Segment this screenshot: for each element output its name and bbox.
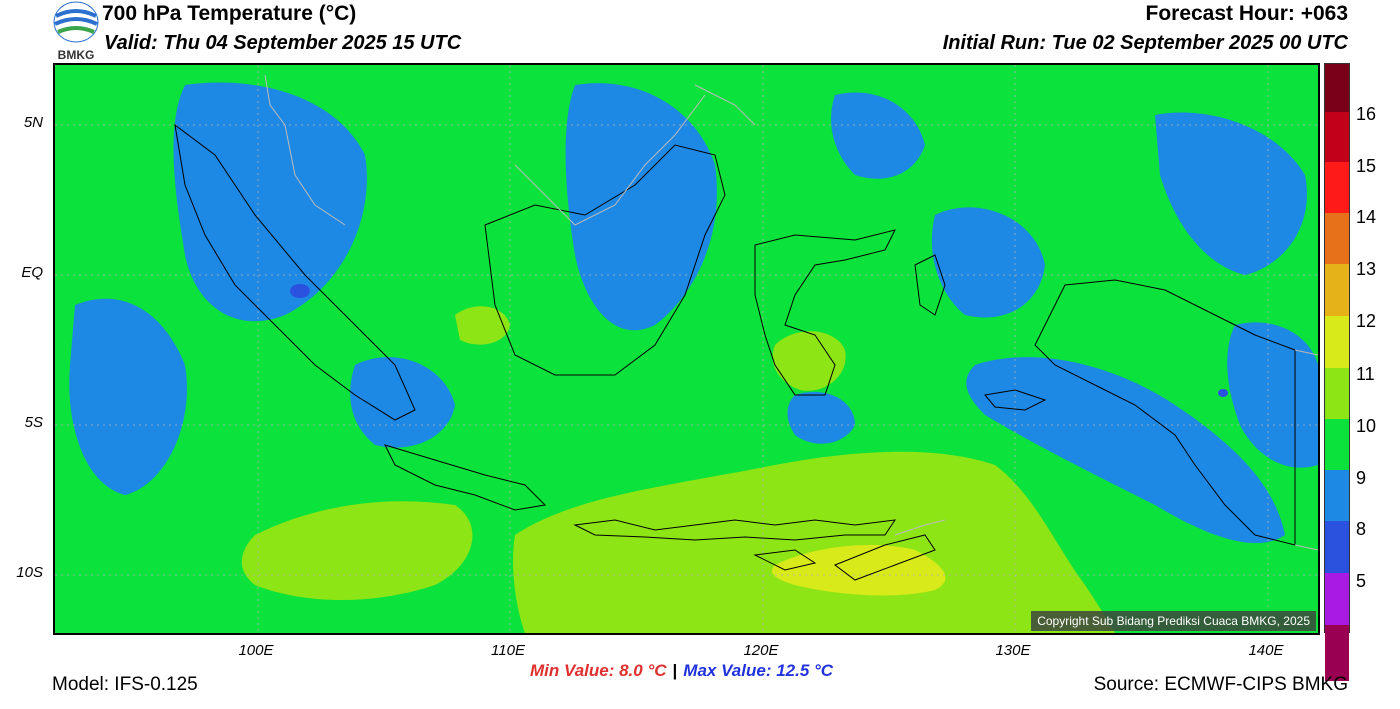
colorbar-label: 8: [1356, 519, 1367, 539]
max-value: Max Value: 12.5 °C: [683, 661, 834, 680]
temperature-map: Copyright Sub Bidang Prediksi Cuaca BMKG…: [53, 63, 1320, 635]
source-label: Source: ECMWF-CIPS BMKG: [1093, 674, 1348, 695]
colorbar-label: 13: [1356, 259, 1377, 279]
colorbar-label: 10: [1356, 416, 1377, 436]
colorbar-label: 9: [1356, 468, 1367, 488]
copyright-notice: Copyright Sub Bidang Prediksi Cuaca BMKG…: [1031, 611, 1316, 631]
colorbar-label: 15: [1356, 156, 1377, 176]
initial-run: Initial Run: Tue 02 September 2025 00 UT…: [942, 32, 1348, 54]
colorbar-label: 12: [1356, 311, 1377, 331]
lat-label-eq: EQ: [21, 264, 43, 281]
colorbar-segment: [1325, 470, 1349, 521]
lon-label-140e: 140E: [1248, 642, 1284, 659]
lon-label-130e: 130E: [995, 642, 1031, 659]
colorbar-segment: [1325, 162, 1349, 213]
colorbar-segment: [1325, 316, 1349, 368]
colorbar-label: 5: [1356, 571, 1367, 591]
map-field: [55, 65, 1318, 633]
map-title: 700 hPa Temperature (°C): [102, 2, 357, 25]
colorbar-segment: [1325, 64, 1349, 112]
model-label: Model: IFS-0.125: [52, 674, 198, 695]
colorbar-segment: [1325, 368, 1349, 419]
colorbar-segment: [1325, 112, 1349, 162]
colorbar-segment: [1325, 625, 1349, 681]
svg-text:BMKG: BMKG: [58, 48, 95, 62]
colorbar-label: 11: [1356, 364, 1375, 384]
separator: |: [672, 661, 678, 680]
valid-time: Valid: Thu 04 September 2025 15 UTC: [104, 32, 462, 54]
colorbar-segment: [1325, 573, 1349, 625]
colorbar-segment: [1325, 419, 1349, 470]
min-max-values: Min Value: 8.0 °C | Max Value: 12.5 °C: [530, 661, 833, 681]
lon-label-120e: 120E: [743, 642, 779, 659]
colorbar-segment: [1325, 521, 1349, 573]
lon-label-110e: 110E: [491, 642, 525, 659]
lat-label-5n: 5N: [23, 114, 43, 131]
colorbar-segment: [1325, 213, 1349, 264]
lat-label-10s: 10S: [16, 564, 43, 581]
colorbar-label: 14: [1356, 207, 1377, 227]
lat-label-5s: 5S: [24, 414, 43, 431]
min-value: Min Value: 8.0 °C: [530, 661, 667, 680]
bmkg-logo: BMKG: [52, 0, 100, 62]
colorbar-label: 16: [1356, 104, 1377, 124]
colorbar: [1324, 63, 1350, 681]
forecast-hour: Forecast Hour: +063: [1145, 2, 1349, 25]
colorbar-segment: [1325, 264, 1349, 316]
lon-label-100e: 100E: [238, 642, 274, 659]
